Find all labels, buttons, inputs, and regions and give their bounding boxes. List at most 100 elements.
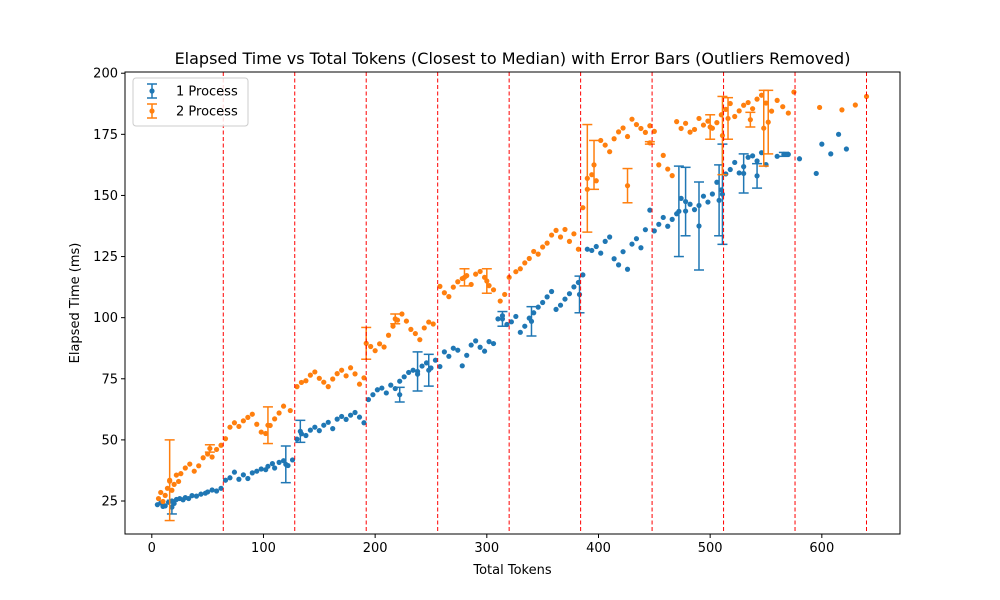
data-point: [584, 186, 590, 192]
data-point: [303, 378, 309, 384]
data-point: [222, 436, 229, 442]
data-point: [343, 373, 349, 379]
data-point: [540, 299, 546, 306]
data-point: [749, 106, 756, 112]
data-point: [258, 466, 264, 472]
error-bar-center-point: [624, 183, 631, 189]
data-point: [330, 426, 336, 432]
data-point: [513, 313, 519, 320]
data-point: [205, 451, 211, 457]
data-point: [696, 202, 702, 209]
data-point: [575, 279, 581, 286]
data-point: [441, 349, 447, 355]
data-point: [499, 313, 506, 319]
legend-box: [132, 77, 249, 127]
data-point: [504, 321, 510, 328]
data-point: [155, 495, 162, 502]
data-point: [372, 348, 378, 354]
data-point: [191, 468, 197, 474]
axis-ticks: 0 100 200 300 400 500 600 25 50 75 100 125 150 175 200: [93, 67, 834, 556]
data-point: [446, 294, 452, 300]
data-point: [455, 279, 461, 285]
data-point: [674, 119, 680, 125]
error-bar: [481, 268, 492, 294]
data-point: [356, 381, 363, 387]
data-point: [714, 120, 720, 126]
error-bar-center-point: [363, 340, 369, 346]
data-point: [231, 420, 238, 426]
error-bar: [693, 181, 704, 271]
data-point: [647, 207, 653, 213]
x-tick-label: 300: [474, 541, 499, 556]
data-point: [758, 150, 765, 156]
data-point: [687, 201, 693, 207]
data-point: [709, 191, 715, 197]
data-point: [365, 396, 372, 403]
data-point: [423, 360, 430, 366]
data-point: [403, 318, 410, 324]
data-point: [245, 475, 251, 482]
data-point: [732, 159, 738, 166]
x-tick-label: 0: [148, 541, 156, 556]
error-bar: [622, 167, 633, 204]
error-bar-center-point: [719, 191, 726, 197]
data-point: [598, 250, 604, 256]
data-point: [749, 153, 756, 159]
data-point: [330, 376, 336, 382]
y-tick-label: 175: [93, 128, 118, 143]
data-point: [553, 306, 559, 312]
data-point: [455, 347, 461, 353]
data-point: [468, 342, 474, 348]
data-point: [502, 291, 508, 298]
data-point: [593, 243, 599, 250]
x-tick-label: 600: [809, 541, 834, 556]
data-point: [607, 234, 613, 240]
data-point: [531, 310, 537, 316]
data-point: [171, 500, 177, 507]
data-point: [209, 487, 215, 493]
data-point: [450, 284, 456, 290]
data-point: [863, 93, 870, 100]
data-point: [347, 365, 354, 371]
error-bar-center-point: [725, 115, 731, 122]
error-bar-center-point: [397, 392, 403, 398]
data-point: [691, 126, 698, 133]
data-point: [339, 367, 345, 373]
data-point: [412, 330, 418, 337]
error-bar-center-point: [696, 223, 702, 229]
data-point: [263, 430, 269, 437]
data-point: [852, 102, 858, 108]
data-point: [674, 211, 680, 217]
data-point: [419, 363, 425, 369]
data-point: [535, 304, 541, 310]
data-point: [236, 476, 242, 482]
data-point: [227, 475, 233, 481]
error-bar: [717, 95, 728, 176]
error-bar-center-point: [591, 162, 597, 168]
data-point: [839, 107, 845, 113]
data-point: [548, 288, 555, 295]
legend: 1 Process 2 Process: [132, 77, 249, 127]
data-point: [414, 371, 421, 377]
error-bar-center-point: [682, 198, 689, 205]
error-bar: [745, 111, 756, 128]
data-point: [381, 344, 387, 350]
data-point: [566, 291, 573, 297]
data-point: [495, 316, 501, 322]
x-axis-label: Total Tokens: [472, 563, 551, 578]
data-point: [584, 246, 590, 252]
data-point: [669, 216, 675, 222]
data-point: [258, 429, 264, 435]
data-point: [678, 195, 684, 201]
data-point: [526, 315, 532, 321]
axes-frame: [124, 71, 901, 535]
data-point: [682, 208, 689, 214]
data-point: [287, 407, 293, 414]
data-point: [388, 382, 394, 388]
data-point: [774, 153, 780, 159]
legend-entry: 1 Process: [147, 83, 238, 100]
data-point: [727, 166, 733, 173]
data-point: [763, 100, 769, 106]
data-point: [531, 248, 537, 255]
data-point: [374, 387, 380, 393]
